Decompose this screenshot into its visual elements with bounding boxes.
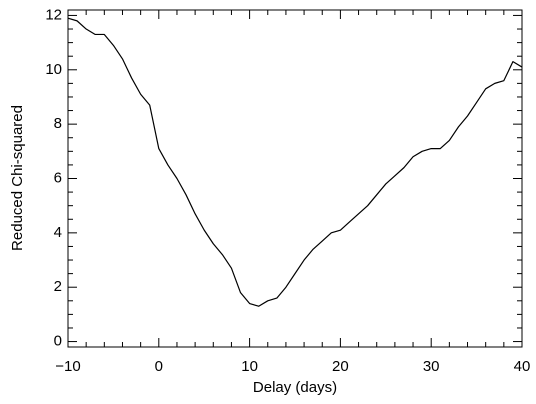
y-tick-label: 8 [54, 115, 62, 132]
y-tick-label: 6 [54, 169, 62, 186]
y-tick-label: 4 [54, 224, 62, 241]
x-tick-label: 10 [241, 358, 258, 375]
y-tick-label: 10 [45, 61, 62, 78]
y-tick-label: 12 [45, 6, 62, 23]
y-tick-label: 0 [54, 333, 62, 350]
y-axis-label: Reduced Chi-squared [9, 105, 26, 251]
x-axis-label: Delay (days) [253, 379, 337, 396]
x-tick-label: −10 [55, 358, 80, 375]
data-line [67, 17, 523, 307]
x-tick-label: 20 [332, 358, 349, 375]
x-tick-label: 0 [155, 358, 163, 375]
y-tick-label: 2 [54, 278, 62, 295]
x-tick-label: 40 [514, 358, 531, 375]
x-tick-label: 30 [423, 358, 440, 375]
plot-frame [67, 9, 523, 348]
